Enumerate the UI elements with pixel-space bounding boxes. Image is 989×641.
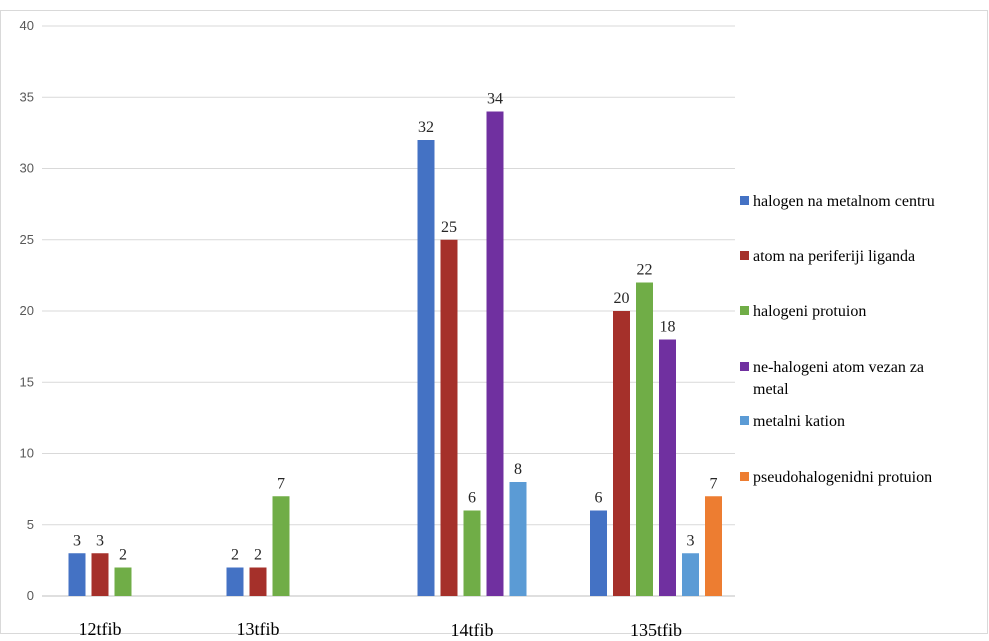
data-label: 2 xyxy=(119,547,127,564)
bar-135tfib-series-4 xyxy=(682,553,699,596)
legend-swatch xyxy=(740,251,749,260)
bar-135tfib-series-1 xyxy=(613,311,630,596)
bar-14tfib-series-2 xyxy=(463,510,481,596)
legend-label: halogeni protuion xyxy=(753,303,866,320)
x-tick-label: 13tfib xyxy=(237,619,280,636)
legend-label: pseudohalogenidni protuion xyxy=(753,469,932,486)
bar-135tfib-series-5 xyxy=(705,496,722,596)
bar-14tfib-series-1 xyxy=(440,239,458,596)
data-label: 6 xyxy=(595,490,603,507)
data-label: 2 xyxy=(231,547,239,564)
bar-13tfib-series-2 xyxy=(272,496,290,596)
bar-13tfib-series-1 xyxy=(249,567,267,596)
y-tick-label: 35 xyxy=(20,89,34,104)
legend-swatch xyxy=(740,472,749,481)
y-tick-label: 30 xyxy=(20,161,34,176)
legend-label: halogen na metalnom centru xyxy=(753,193,935,210)
data-label: 25 xyxy=(441,219,457,236)
bar-135tfib-series-3 xyxy=(659,339,676,596)
x-tick-label: 135tfib xyxy=(630,620,682,636)
legend-label: metalni kation xyxy=(753,413,845,430)
y-axis-ticks: 0 5 10 15 20 25 30 35 40 xyxy=(20,18,34,603)
y-tick-label: 0 xyxy=(27,588,34,603)
bar-12tfib-series-1 xyxy=(91,553,109,596)
y-tick-label: 25 xyxy=(20,232,34,247)
bar-135tfib-series-0 xyxy=(590,510,607,596)
bar-14tfib-series-4 xyxy=(509,482,527,596)
data-label: 20 xyxy=(614,290,630,307)
data-label: 7 xyxy=(277,475,285,492)
x-axis-ticks: 12tfib 13tfib 14tfib 135tfib xyxy=(79,619,683,640)
bar-135tfib-series-2 xyxy=(636,282,653,596)
legend-label: atom na periferiji liganda xyxy=(753,248,915,265)
bars xyxy=(68,111,722,596)
legend-label: ne-halogeni atom vezan za xyxy=(753,359,924,376)
y-tick-label: 10 xyxy=(20,446,34,461)
bar-12tfib-series-0 xyxy=(68,553,86,596)
legend-swatch xyxy=(740,306,749,315)
data-label: 6 xyxy=(468,490,476,507)
legend-swatch xyxy=(740,416,749,425)
bar-14tfib-series-0 xyxy=(417,140,435,596)
legend-label: metal xyxy=(753,381,789,398)
data-label: 3 xyxy=(73,532,81,549)
bar-12tfib-series-2 xyxy=(114,567,132,596)
data-label: 8 xyxy=(514,461,522,478)
data-label: 18 xyxy=(660,319,676,336)
data-label: 3 xyxy=(687,532,695,549)
bar-14tfib-series-3 xyxy=(486,111,504,596)
data-label: 22 xyxy=(637,262,653,279)
y-tick-label: 40 xyxy=(20,18,34,33)
y-tick-label: 5 xyxy=(27,517,34,532)
data-label: 32 xyxy=(418,119,434,136)
legend-swatch xyxy=(740,196,749,205)
data-label: 3 xyxy=(96,532,104,549)
x-tick-label: 14tfib xyxy=(451,620,494,636)
legend: halogen na metalnom centru atom na perife… xyxy=(740,193,935,486)
bar-13tfib-series-0 xyxy=(226,567,244,596)
y-tick-label: 15 xyxy=(20,374,34,389)
x-tick-label: 12tfib xyxy=(79,619,122,636)
data-label: 2 xyxy=(254,547,262,564)
legend-swatch xyxy=(740,362,749,371)
y-tick-label: 20 xyxy=(20,303,34,318)
data-label: 7 xyxy=(710,475,718,492)
data-label: 34 xyxy=(487,91,503,108)
